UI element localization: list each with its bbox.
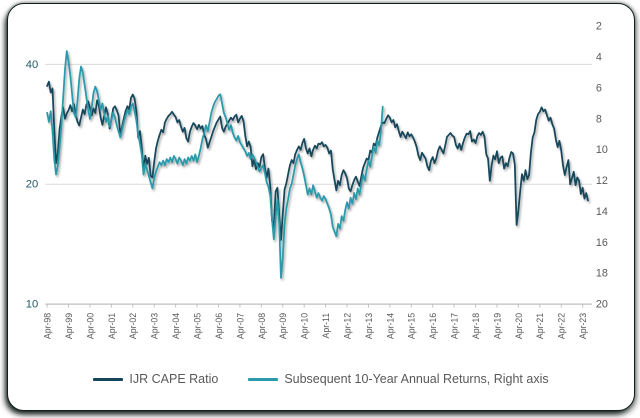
x-axis-tick-label: Apr-00 [85,313,95,339]
left-axis-tick-label: 10 [26,299,38,311]
x-axis-tick-label: Apr-23 [578,313,588,339]
gridlines [45,63,592,185]
right-axis-tick-label: 16 [596,237,608,249]
x-axis-tick-label: Apr-06 [214,313,224,339]
x-axis-tick-label: Apr-10 [300,313,310,339]
x-axis-tick-label: Apr-05 [192,313,202,339]
right-axis-tick-label: 20 [596,299,608,311]
x-axis-tick-label: Apr-21 [535,313,545,339]
subsequent-returns-line [46,50,384,279]
x-axis-tick-label: Apr-09 [278,313,288,339]
legend-label-returns: Subsequent 10-Year Annual Returns, Right… [284,372,549,386]
cape-ratio-line [46,80,589,241]
x-axis-tick-label: Apr-15 [407,313,417,339]
x-axis-tick-label: Apr-01 [107,313,117,339]
right-axis-tick-label: 12 [596,175,608,187]
x-axis-tick-label: Apr-98 [43,313,53,339]
cape-line-swatch [93,377,124,381]
line-chart: 40 20 10 2 4 6 8 10 12 14 16 18 20 Apr-98 Apr-99 Apr-00… [26,21,608,339]
returns-line-swatch [248,377,279,381]
data-series [46,50,589,279]
x-axis-tick-label: Apr-12 [342,313,352,339]
x-axis-tick-label: Apr-08 [257,313,267,339]
axes [45,303,592,308]
right-axis-tick-label: 8 [596,113,602,125]
x-axis-tick-label: Apr-20 [514,313,524,339]
right-axis-tick-label: 18 [596,268,608,280]
x-axis-tick-label: Apr-07 [235,313,245,339]
axis-labels: 40 20 10 2 4 6 8 10 12 14 16 18 20 Apr-98 Apr-99 Apr-00… [26,21,608,339]
right-axis-tick-label: 6 [596,83,602,95]
x-axis-tick-label: Apr-18 [471,313,481,339]
x-axis-tick-label: Apr-11 [321,313,331,339]
x-axis-tick-label: Apr-03 [150,313,160,339]
legend-label-cape: IJR CAPE Ratio [129,372,219,386]
x-axis-tick-label: Apr-99 [64,313,74,339]
right-axis-tick-label: 10 [596,144,608,156]
left-axis-tick-label: 40 [26,59,38,71]
x-axis-tick-label: Apr-14 [385,313,395,339]
x-axis-tick-label: Apr-02 [128,313,138,339]
legend-item-cape: IJR CAPE Ratio [93,372,218,386]
x-axis-tick-label: Apr-17 [450,313,460,339]
left-axis-tick-label: 20 [26,179,38,191]
chart-legend: IJR CAPE Ratio Subsequent 10-Year Annual… [8,372,634,386]
x-axis-tick-label: Apr-16 [428,313,438,339]
right-axis-tick-label: 2 [596,21,602,33]
x-axis-tick-label: Apr-04 [171,313,181,339]
x-axis-tick-label: Apr-13 [364,313,374,339]
chart-card: 40 20 10 2 4 6 8 10 12 14 16 18 20 Apr-98 Apr-99 Apr-00… [7,3,635,411]
x-axis-tick-label: Apr-22 [557,313,567,339]
legend-item-returns: Subsequent 10-Year Annual Returns, Right… [248,372,549,386]
x-axis-tick-label: Apr-19 [492,313,502,339]
right-axis-tick-label: 14 [596,206,608,218]
right-axis-tick-label: 4 [596,52,602,64]
